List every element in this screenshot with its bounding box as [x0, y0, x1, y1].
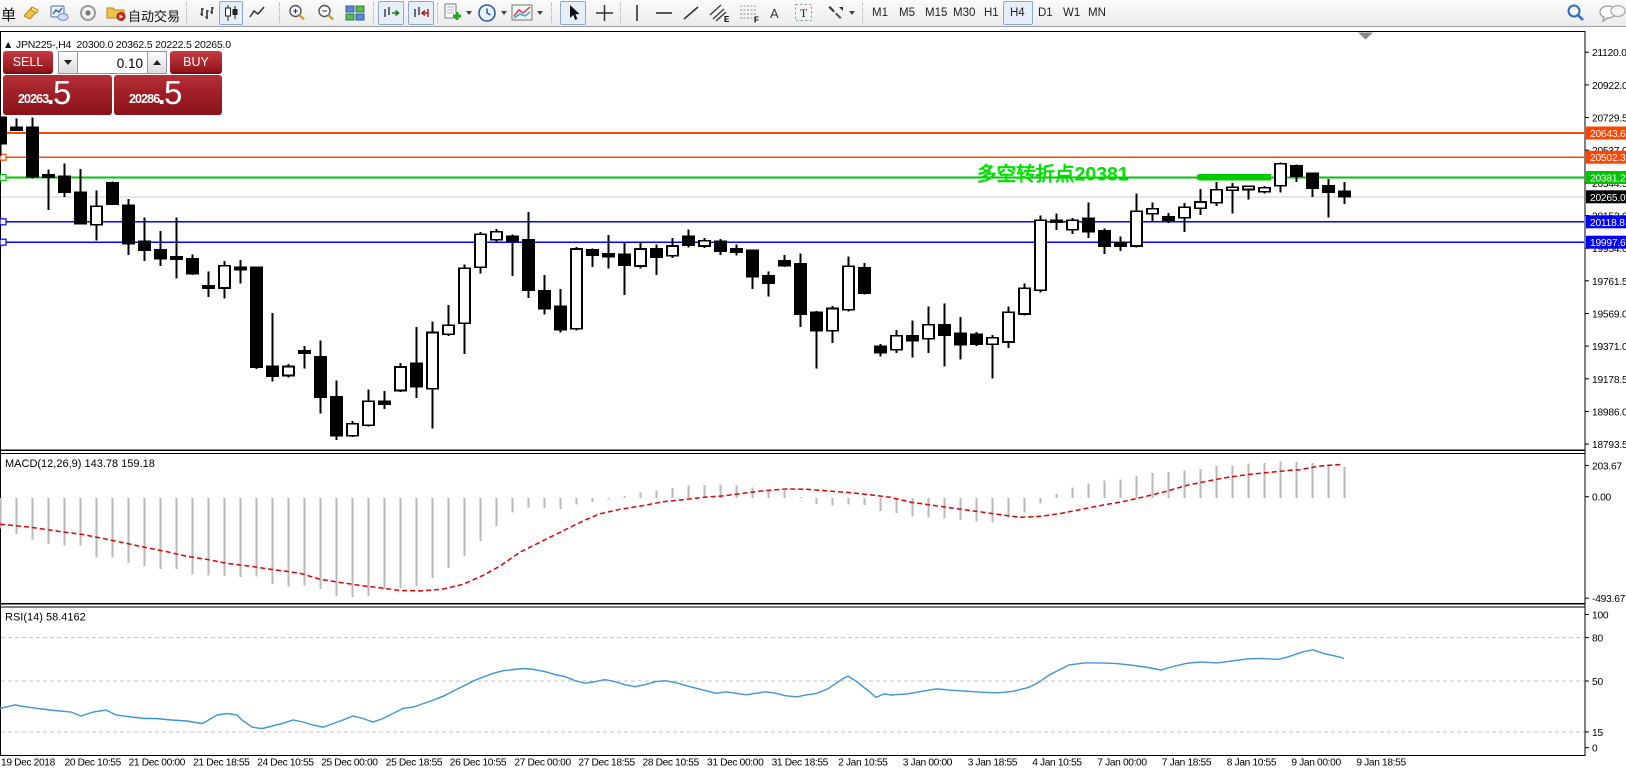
svg-text:21120.0: 21120.0: [1592, 48, 1626, 59]
svg-text:3 Jan 00:00: 3 Jan 00:00: [903, 758, 953, 769]
svg-text:-493.67: -493.67: [1592, 594, 1626, 605]
svg-text:20922.0: 20922.0: [1592, 81, 1626, 92]
svg-text:20381.2: 20381.2: [1590, 174, 1626, 185]
svg-text:203.67: 203.67: [1592, 461, 1622, 472]
svg-text:80: 80: [1592, 634, 1603, 645]
svg-text:20502.3: 20502.3: [1590, 153, 1626, 164]
svg-text:20729.5: 20729.5: [1592, 114, 1626, 125]
svg-text:19371.0: 19371.0: [1592, 342, 1626, 353]
svg-text:21 Dec 18:55: 21 Dec 18:55: [193, 758, 250, 769]
svg-text:20 Dec 10:55: 20 Dec 10:55: [65, 758, 122, 769]
svg-text:27 Dec 00:00: 27 Dec 00:00: [514, 758, 571, 769]
svg-text:19178.5: 19178.5: [1592, 375, 1626, 386]
svg-text:25 Dec 00:00: 25 Dec 00:00: [321, 758, 378, 769]
svg-text:15: 15: [1592, 728, 1603, 739]
svg-text:MACD(12,26,9) 143.78 159.18: MACD(12,26,9) 143.78 159.18: [5, 458, 155, 470]
svg-text:F: F: [754, 16, 759, 24]
svg-text:9 Jan 00:00: 9 Jan 00:00: [1291, 758, 1341, 769]
svg-text:50: 50: [1592, 677, 1603, 688]
svg-text:E: E: [724, 15, 730, 23]
svg-text:RSI(14) 58.4162: RSI(14) 58.4162: [5, 612, 86, 624]
svg-text:0: 0: [1592, 744, 1598, 755]
svg-text:18793.5: 18793.5: [1592, 440, 1626, 451]
svg-text:7 Jan 00:00: 7 Jan 00:00: [1097, 758, 1147, 769]
svg-text:多空转折点20381: 多空转折点20381: [977, 163, 1129, 186]
svg-text:20265.0: 20265.0: [1590, 193, 1626, 204]
svg-text:27 Dec 18:55: 27 Dec 18:55: [578, 758, 635, 769]
svg-text:20344.5: 20344.5: [1592, 179, 1626, 190]
svg-text:4 Jan 10:55: 4 Jan 10:55: [1032, 758, 1082, 769]
svg-text:+: +: [293, 6, 299, 17]
svg-text:31 Dec 00:00: 31 Dec 00:00: [707, 758, 764, 769]
svg-text:28 Dec 10:55: 28 Dec 10:55: [643, 758, 700, 769]
svg-text:20643.6: 20643.6: [1590, 129, 1626, 140]
svg-text:19 Dec 2018: 19 Dec 2018: [1, 758, 56, 769]
svg-text:21 Dec 00:00: 21 Dec 00:00: [129, 758, 186, 769]
svg-text:26 Dec 10:55: 26 Dec 10:55: [450, 758, 507, 769]
svg-text:31 Dec 18:55: 31 Dec 18:55: [772, 758, 829, 769]
svg-text:18986.0: 18986.0: [1592, 408, 1626, 419]
svg-text:19569.0: 19569.0: [1592, 310, 1626, 321]
svg-text:T: T: [800, 6, 808, 20]
svg-text:19997.6: 19997.6: [1590, 238, 1626, 249]
svg-text:24 Dec 10:55: 24 Dec 10:55: [257, 758, 314, 769]
svg-text:3 Jan 18:55: 3 Jan 18:55: [968, 758, 1018, 769]
svg-text:8 Jan 10:55: 8 Jan 10:55: [1227, 758, 1277, 769]
svg-text:25 Dec 18:55: 25 Dec 18:55: [386, 758, 443, 769]
svg-text:100: 100: [1592, 611, 1609, 622]
svg-text:9 Jan 18:55: 9 Jan 18:55: [1356, 758, 1406, 769]
svg-text:19954.0: 19954.0: [1592, 244, 1626, 255]
svg-text:2 Jan 10:55: 2 Jan 10:55: [838, 758, 888, 769]
svg-text:0.00: 0.00: [1592, 493, 1612, 504]
svg-text:19761.5: 19761.5: [1592, 277, 1626, 288]
svg-text:7 Jan 18:55: 7 Jan 18:55: [1162, 758, 1212, 769]
svg-text:20118.8: 20118.8: [1590, 218, 1625, 229]
svg-text:−: −: [322, 6, 328, 17]
